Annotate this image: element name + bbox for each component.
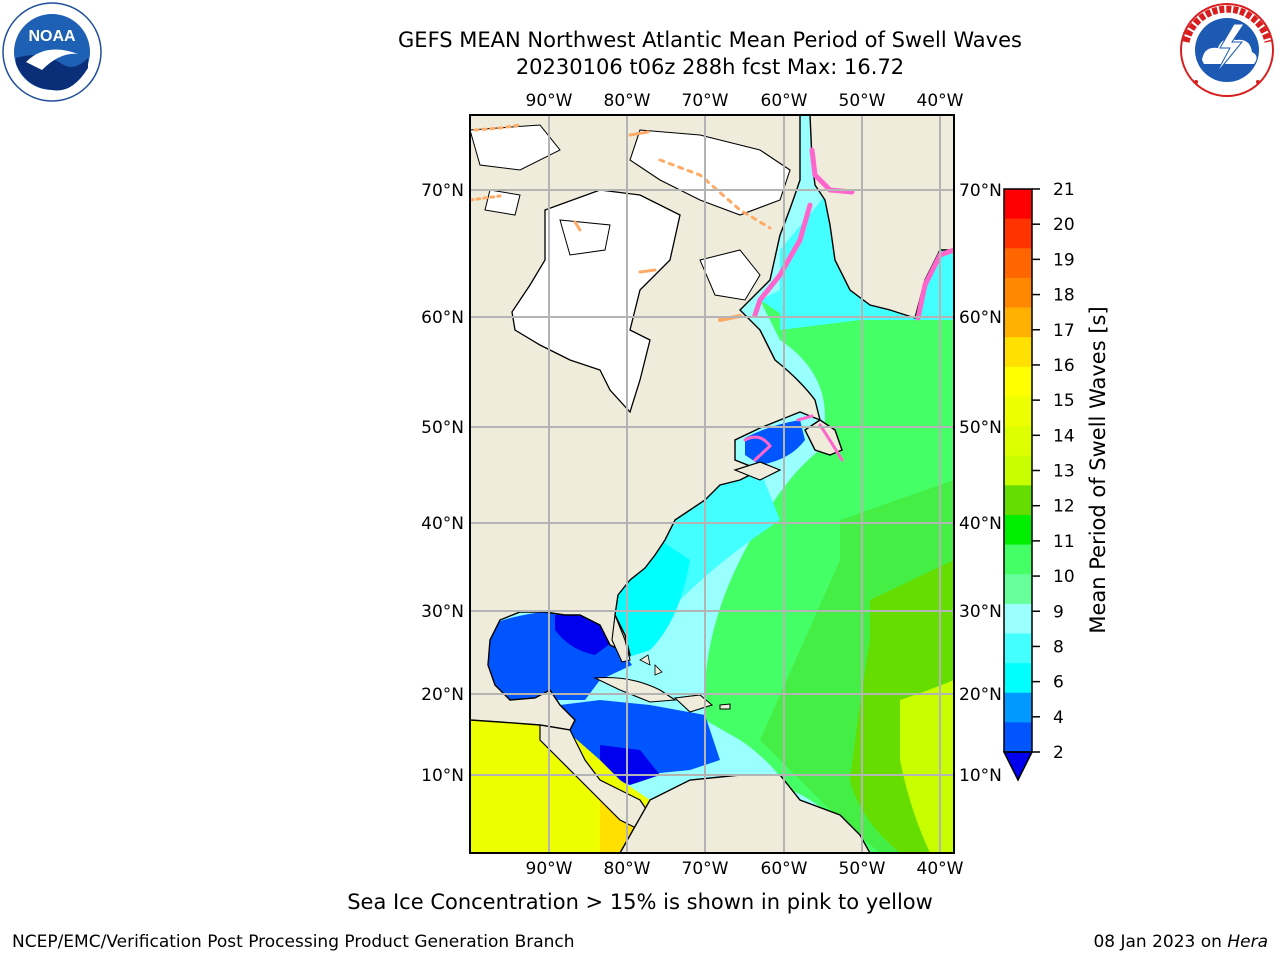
colorbar-segment (1004, 189, 1032, 220)
colorbar-tick-label: 18 (1053, 286, 1075, 306)
colorbar-tick-label: 21 (1053, 180, 1075, 200)
colorbar-tick-label: 12 (1053, 497, 1075, 517)
colorbar-segment (1004, 277, 1032, 309)
sea-ice-edge (470, 123, 954, 462)
lon-label-bottom: 50°W (839, 859, 886, 879)
colorbar: 21 20 19 18 17 16 15 14 13 12 11 10 9 8 6 4 2 (1002, 180, 1075, 782)
colorbar-tick-label: 10 (1053, 567, 1075, 587)
lon-label-top: 40°W (917, 91, 964, 111)
map-frame (469, 114, 955, 854)
colorbar-tick-label: 13 (1053, 462, 1075, 482)
lat-label-left: 10°N (421, 766, 464, 786)
colorbar-segment (1004, 337, 1032, 368)
lon-label-top: 90°W (526, 91, 573, 111)
sea-ice-note: Sea Ice Concentration > 15% is shown in … (347, 890, 933, 914)
credit-left: NCEP/EMC/Verification Post Processing Pr… (12, 932, 575, 952)
colorbar-segment (1004, 663, 1032, 694)
map-title: GEFS MEAN Northwest Atlantic Mean Period… (398, 28, 1022, 52)
colorbar-segment (1004, 218, 1032, 249)
lon-label-top: 50°W (839, 91, 886, 111)
lon-labels-bottom: 90°W 80°W 70°W 60°W 50°W 40°W (526, 859, 964, 879)
nws-logo-icon (1180, 3, 1274, 97)
colorbar-tick-label: 9 (1053, 602, 1064, 622)
colorbar-tick-label: 16 (1053, 356, 1075, 376)
colorbar-segment (1004, 544, 1032, 575)
lat-label-left: 40°N (421, 514, 464, 534)
colorbar-segment (1004, 514, 1032, 546)
colorbar-segments (1004, 189, 1032, 753)
colorbar-segment (1004, 633, 1032, 664)
ice-covered-regions (470, 124, 791, 414)
lat-label-left: 50°N (421, 418, 464, 438)
lat-label-right: 20°N (959, 685, 1002, 705)
lon-label-bottom: 90°W (526, 859, 573, 879)
lat-labels-left: 70°N 60°N 50°N 40°N 30°N 20°N 10°N (421, 181, 464, 786)
colorbar-tick-label: 19 (1053, 250, 1075, 270)
map-area (470, 115, 954, 853)
lat-labels-right: 70°N 60°N 50°N 40°N 30°N 20°N 10°N (959, 181, 1002, 786)
colorbar-segment (1004, 248, 1032, 279)
lat-label-right: 60°N (959, 308, 1002, 328)
lat-label-right: 40°N (959, 514, 1002, 534)
graticule (470, 115, 954, 853)
colorbar-tick-label: 17 (1053, 321, 1075, 341)
lat-label-left: 30°N (421, 602, 464, 622)
colorbar-tick-label: 2 (1053, 743, 1064, 763)
colorbar-label-text: Mean Period of Swell Waves [s] (1086, 306, 1110, 634)
colorbar-tick-label: 14 (1053, 426, 1075, 446)
colorbar-tick-label: 20 (1053, 215, 1075, 235)
lon-label-bottom: 80°W (604, 859, 651, 879)
map-subtitle: 20230106 t06z 288h fcst Max: 16.72 (515, 55, 905, 79)
lat-label-right: 10°N (959, 766, 1002, 786)
noaa-logo-icon: NOAA (2, 2, 102, 102)
lat-label-right: 30°N (959, 602, 1002, 622)
lon-label-top: 60°W (761, 91, 808, 111)
lat-label-left: 60°N (421, 308, 464, 328)
colorbar-tick-label: 8 (1053, 637, 1064, 657)
colorbar-segment (1004, 426, 1032, 457)
colorbar-tick-label: 15 (1053, 391, 1075, 411)
colorbar-segment (1004, 455, 1032, 486)
colorbar-segment (1004, 485, 1032, 516)
colorbar-segment (1004, 692, 1032, 723)
lat-label-right: 70°N (959, 181, 1002, 201)
noaa-logo-text: NOAA (28, 28, 76, 45)
colorbar-segment (1004, 722, 1032, 753)
lat-label-left: 20°N (421, 685, 464, 705)
colorbar-tick-label: 6 (1053, 673, 1064, 693)
lon-labels-top: 90°W 80°W 70°W 60°W 50°W 40°W (526, 91, 964, 111)
colorbar-tick-label: 4 (1053, 708, 1064, 728)
credit-host: Hera (1227, 932, 1268, 952)
lon-label-top: 70°W (682, 91, 729, 111)
colorbar-segment (1004, 396, 1032, 427)
colorbar-tick-label: 11 (1053, 532, 1075, 552)
colorbar-segment (1004, 574, 1032, 605)
credit-date: 08 Jan 2023 on (1093, 932, 1228, 952)
colorbar-segment (1004, 307, 1032, 338)
colorbar-ticks: 21 20 19 18 17 16 15 14 13 12 11 10 9 8 6 4 2 (1032, 180, 1075, 763)
colorbar-underflow-triangle (1002, 751, 1034, 782)
lon-label-bottom: 70°W (682, 859, 729, 879)
lat-label-right: 50°N (959, 418, 1002, 438)
lon-label-top: 80°W (604, 91, 651, 111)
colorbar-segment (1004, 603, 1032, 635)
lon-label-bottom: 40°W (917, 859, 964, 879)
credit-right: 08 Jan 2023 on Hera (1093, 932, 1268, 952)
lon-label-bottom: 60°W (761, 859, 808, 879)
lat-label-left: 70°N (421, 181, 464, 201)
colorbar-segment (1004, 366, 1032, 398)
